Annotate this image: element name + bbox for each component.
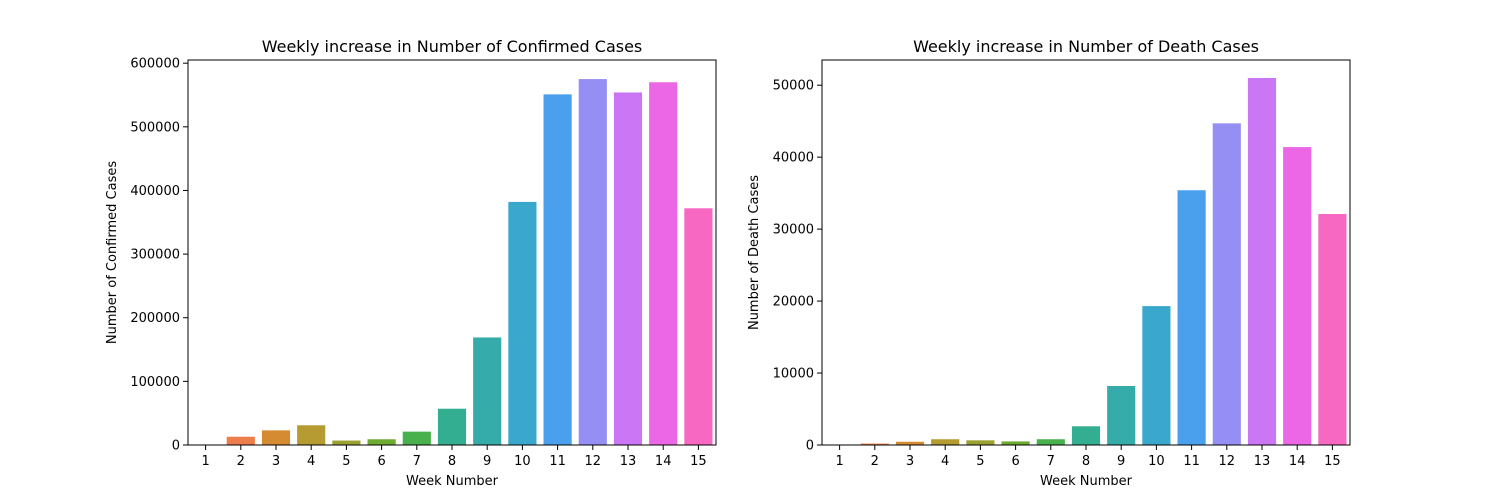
y-axis-ticks: 0 10000 20000 30000 40000 50000 <box>773 79 822 454</box>
x-axis-ticks: 1 2 3 4 5 6 7 8 9 10 11 12 13 14 15 <box>835 445 1341 469</box>
y-tick-label: 40000 <box>773 151 814 166</box>
y-axis-ticks: 0 100000 200000 300000 400000 500000 600000 <box>130 57 188 454</box>
bar-week-5 <box>966 440 995 445</box>
y-axis-label: Number of Confirmed Cases <box>105 161 120 344</box>
death-cases-chart: Weekly increase in Number of Death Cases… <box>747 37 1351 489</box>
x-tick-label: 8 <box>448 454 456 469</box>
x-tick-label: 4 <box>941 454 949 469</box>
x-tick-label: 14 <box>1289 454 1306 469</box>
y-tick-label: 10000 <box>773 367 814 382</box>
bar-week-9 <box>473 337 502 445</box>
x-tick-label: 5 <box>976 454 984 469</box>
y-tick-label: 20000 <box>773 295 814 310</box>
bar-week-14 <box>1283 147 1312 445</box>
x-tick-label: 2 <box>237 454 245 469</box>
y-tick-label: 0 <box>806 439 814 454</box>
bar-week-13 <box>613 92 643 445</box>
x-tick-label: 1 <box>835 454 843 469</box>
x-tick-label: 12 <box>1219 454 1236 469</box>
bar-week-12 <box>1212 123 1241 445</box>
x-tick-label: 13 <box>620 454 637 469</box>
x-tick-label: 11 <box>549 454 566 469</box>
x-tick-label: 15 <box>1324 454 1341 469</box>
x-tick-label: 6 <box>1011 454 1019 469</box>
x-tick-label: 11 <box>1183 454 1200 469</box>
x-tick-label: 10 <box>1148 454 1165 469</box>
bar-week-9 <box>1107 385 1136 445</box>
x-tick-label: 3 <box>272 454 280 469</box>
x-axis-label: Week Number <box>406 474 499 489</box>
x-tick-label: 15 <box>690 454 707 469</box>
x-tick-label: 7 <box>413 454 421 469</box>
x-tick-label: 1 <box>201 454 209 469</box>
chart-title: Weekly increase in Number of Confirmed C… <box>262 37 643 56</box>
bar-week-11 <box>1177 190 1206 445</box>
y-tick-label: 300000 <box>130 248 180 263</box>
bar-week-7 <box>1036 439 1065 445</box>
bar-week-8 <box>1071 426 1101 445</box>
bar-week-14 <box>649 82 678 446</box>
y-tick-label: 30000 <box>773 223 814 238</box>
bar-group <box>860 77 1347 446</box>
bar-week-5 <box>332 440 361 445</box>
bar-week-10 <box>508 201 537 445</box>
plot-frame <box>187 59 717 446</box>
x-tick-label: 5 <box>342 454 350 469</box>
plot-frame <box>821 59 1351 446</box>
x-tick-label: 4 <box>307 454 315 469</box>
x-tick-label: 9 <box>483 454 491 469</box>
bar-week-2 <box>226 436 255 445</box>
y-tick-label: 50000 <box>773 79 814 94</box>
y-tick-label: 200000 <box>130 311 180 326</box>
bar-week-3 <box>895 441 925 445</box>
y-tick-label: 400000 <box>130 184 180 199</box>
x-tick-label: 12 <box>585 454 602 469</box>
bar-week-4 <box>931 439 960 445</box>
bar-week-7 <box>402 431 431 445</box>
bar-week-11 <box>543 94 572 446</box>
chart-title: Weekly increase in Number of Death Cases <box>913 37 1259 56</box>
x-tick-label: 6 <box>377 454 385 469</box>
y-axis-label: Number of Death Cases <box>747 175 762 330</box>
x-axis-label: Week Number <box>1040 474 1133 489</box>
bar-week-15 <box>684 208 713 445</box>
x-tick-label: 3 <box>906 454 914 469</box>
bar-week-15 <box>1318 214 1347 445</box>
x-tick-label: 13 <box>1254 454 1271 469</box>
bar-week-2 <box>860 443 889 445</box>
bar-group <box>191 79 713 446</box>
bar-week-3 <box>261 430 291 445</box>
x-tick-label: 7 <box>1047 454 1055 469</box>
bar-week-10 <box>1142 306 1171 445</box>
x-axis-ticks: 1 2 3 4 5 6 7 8 9 10 11 12 13 14 15 <box>201 445 707 469</box>
x-tick-label: 14 <box>655 454 672 469</box>
confirmed-cases-chart: Weekly increase in Number of Confirmed C… <box>105 37 717 489</box>
bar-week-12 <box>578 79 607 445</box>
bar-week-6 <box>1001 441 1030 445</box>
y-tick-label: 500000 <box>130 120 180 135</box>
bar-week-4 <box>297 425 326 445</box>
bar-week-13 <box>1247 77 1277 446</box>
bar-week-8 <box>437 408 467 445</box>
x-tick-label: 10 <box>514 454 531 469</box>
x-tick-label: 2 <box>871 454 879 469</box>
y-tick-label: 600000 <box>130 57 180 72</box>
y-tick-label: 0 <box>172 439 180 454</box>
x-tick-label: 8 <box>1082 454 1090 469</box>
bar-week-6 <box>367 439 396 445</box>
y-tick-label: 100000 <box>130 375 180 390</box>
x-tick-label: 9 <box>1117 454 1125 469</box>
